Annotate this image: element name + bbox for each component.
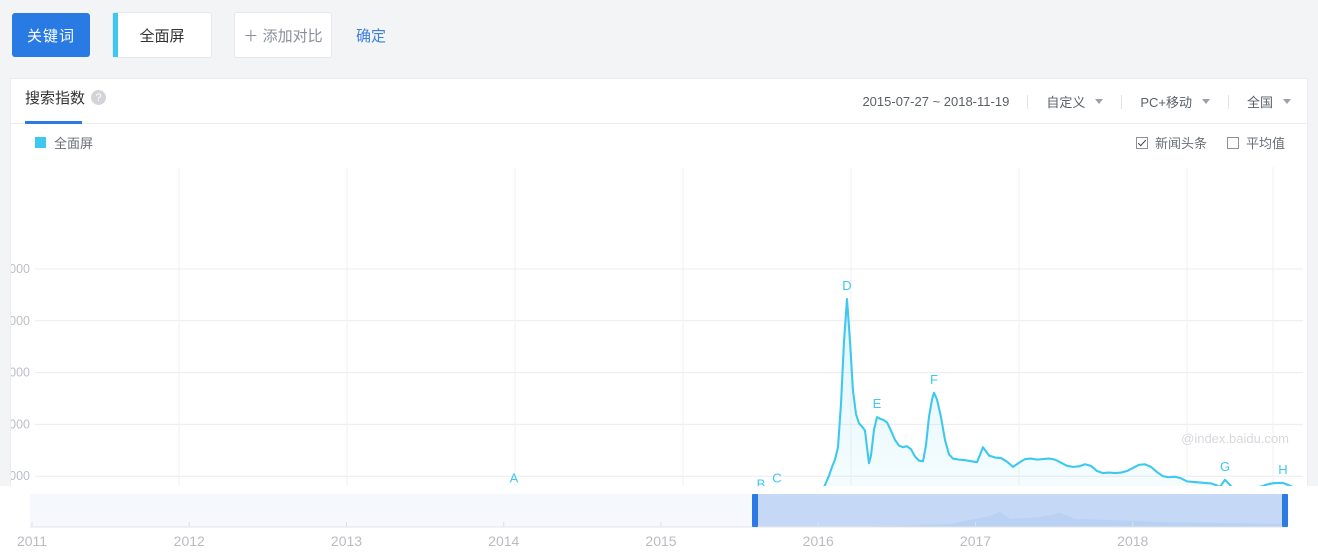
chevron-down-icon [1095, 99, 1104, 104]
annotation-marker-e[interactable]: E [873, 396, 882, 411]
range-year-label: 2013 [331, 533, 362, 549]
range-year-label: 2015 [645, 533, 676, 549]
divider [1227, 94, 1229, 109]
range-year-label: 2014 [488, 533, 519, 549]
range-year-label: 2016 [803, 533, 834, 549]
annotation-marker-d[interactable]: D [842, 278, 851, 293]
legend-item-series[interactable]: 全面屏 [35, 133, 93, 152]
dropdown-date-preset[interactable]: 自定义 [1046, 92, 1104, 111]
range-sparkline [755, 512, 1285, 527]
dropdown-device-label: PC+移动 [1140, 95, 1192, 110]
search-index-card: 搜索指数 ? 2015-07-27 ~ 2018-11-19 自定义 PC+移动 [10, 78, 1308, 544]
checkbox-average[interactable]: 平均值 [1226, 133, 1285, 152]
annotation-marker-a[interactable]: A [510, 471, 519, 486]
range-handle-right[interactable] [1282, 494, 1288, 527]
annotation-marker-g[interactable]: G [1220, 459, 1230, 474]
term-chip-label: 全面屏 [139, 27, 185, 45]
annotation-marker-b[interactable]: B [757, 476, 766, 491]
add-compare-button[interactable]: ＋ 添加对比 [234, 12, 332, 58]
y-axis-tick-label: 5,000 [11, 262, 30, 276]
divider [1027, 94, 1029, 109]
term-accent-bar [113, 13, 118, 57]
y-axis-tick-label: 4,000 [11, 314, 30, 328]
chevron-down-icon [1283, 99, 1291, 104]
range-year-label: 2012 [174, 533, 205, 549]
range-slider[interactable]: 2011 2012 2013 2014 2015 2016 2017 2018 [0, 486, 1318, 554]
tab-search-index[interactable]: 搜索指数 ? [25, 87, 107, 108]
dropdown-date-preset-label: 自定义 [1046, 95, 1086, 110]
top-toolbar: 关键词 全面屏 ＋ 添加对比 确定 [0, 0, 1318, 70]
y-axis-tick-label: 2,000 [11, 417, 30, 431]
confirm-link[interactable]: 确定 [356, 27, 387, 45]
checkbox-unchecked-icon [1226, 136, 1239, 149]
legend-row: 全面屏 新闻头条 平均值 [11, 123, 1307, 159]
legend-color-swatch [35, 137, 46, 148]
series-area-fill [35, 299, 1303, 528]
checkbox-average-label: 平均值 [1245, 136, 1285, 151]
dropdown-region-label: 全国 [1246, 95, 1273, 110]
term-chip-quanmianping[interactable]: 全面屏 [112, 12, 212, 58]
chevron-down-icon [1201, 99, 1210, 104]
range-year-label: 2017 [960, 533, 991, 549]
dropdown-device[interactable]: PC+移动 [1140, 92, 1210, 111]
divider [1121, 94, 1123, 109]
range-slider-track[interactable]: 2011 2012 2013 2014 2015 2016 2017 2018 [0, 486, 1318, 554]
annotation-marker-f[interactable]: F [930, 372, 938, 387]
range-handle-left[interactable] [752, 494, 758, 527]
checkbox-checked-icon [1135, 136, 1148, 149]
y-axis-tick-label: 1,000 [11, 469, 30, 483]
date-range-label: 2015-07-27 ~ 2018-11-19 [862, 94, 1010, 109]
chart-options: 新闻头条 平均值 [1135, 133, 1285, 152]
range-year-label: 2011 [17, 533, 47, 549]
card-header: 搜索指数 ? 2015-07-27 ~ 2018-11-19 自定义 PC+移动 [11, 79, 1307, 124]
dropdown-region[interactable]: 全国 [1247, 92, 1291, 111]
legend-series-label: 全面屏 [54, 136, 94, 151]
checkbox-news-headline-label: 新闻头条 [1154, 136, 1207, 151]
header-controls: 2015-07-27 ~ 2018-11-19 自定义 PC+移动 全国 [862, 92, 1291, 111]
tab-label: 搜索指数 [25, 90, 86, 107]
range-year-label: 2018 [1117, 533, 1148, 549]
y-axis-tick-label: 3,000 [11, 366, 30, 380]
annotation-marker-c[interactable]: C [772, 471, 781, 486]
tab-active-underline [25, 121, 82, 124]
checkbox-news-headline[interactable]: 新闻头条 [1135, 133, 1207, 152]
keyword-button[interactable]: 关键词 [12, 13, 90, 57]
question-mark-icon[interactable]: ? [91, 90, 107, 105]
annotation-marker-h[interactable]: H [1278, 462, 1287, 477]
